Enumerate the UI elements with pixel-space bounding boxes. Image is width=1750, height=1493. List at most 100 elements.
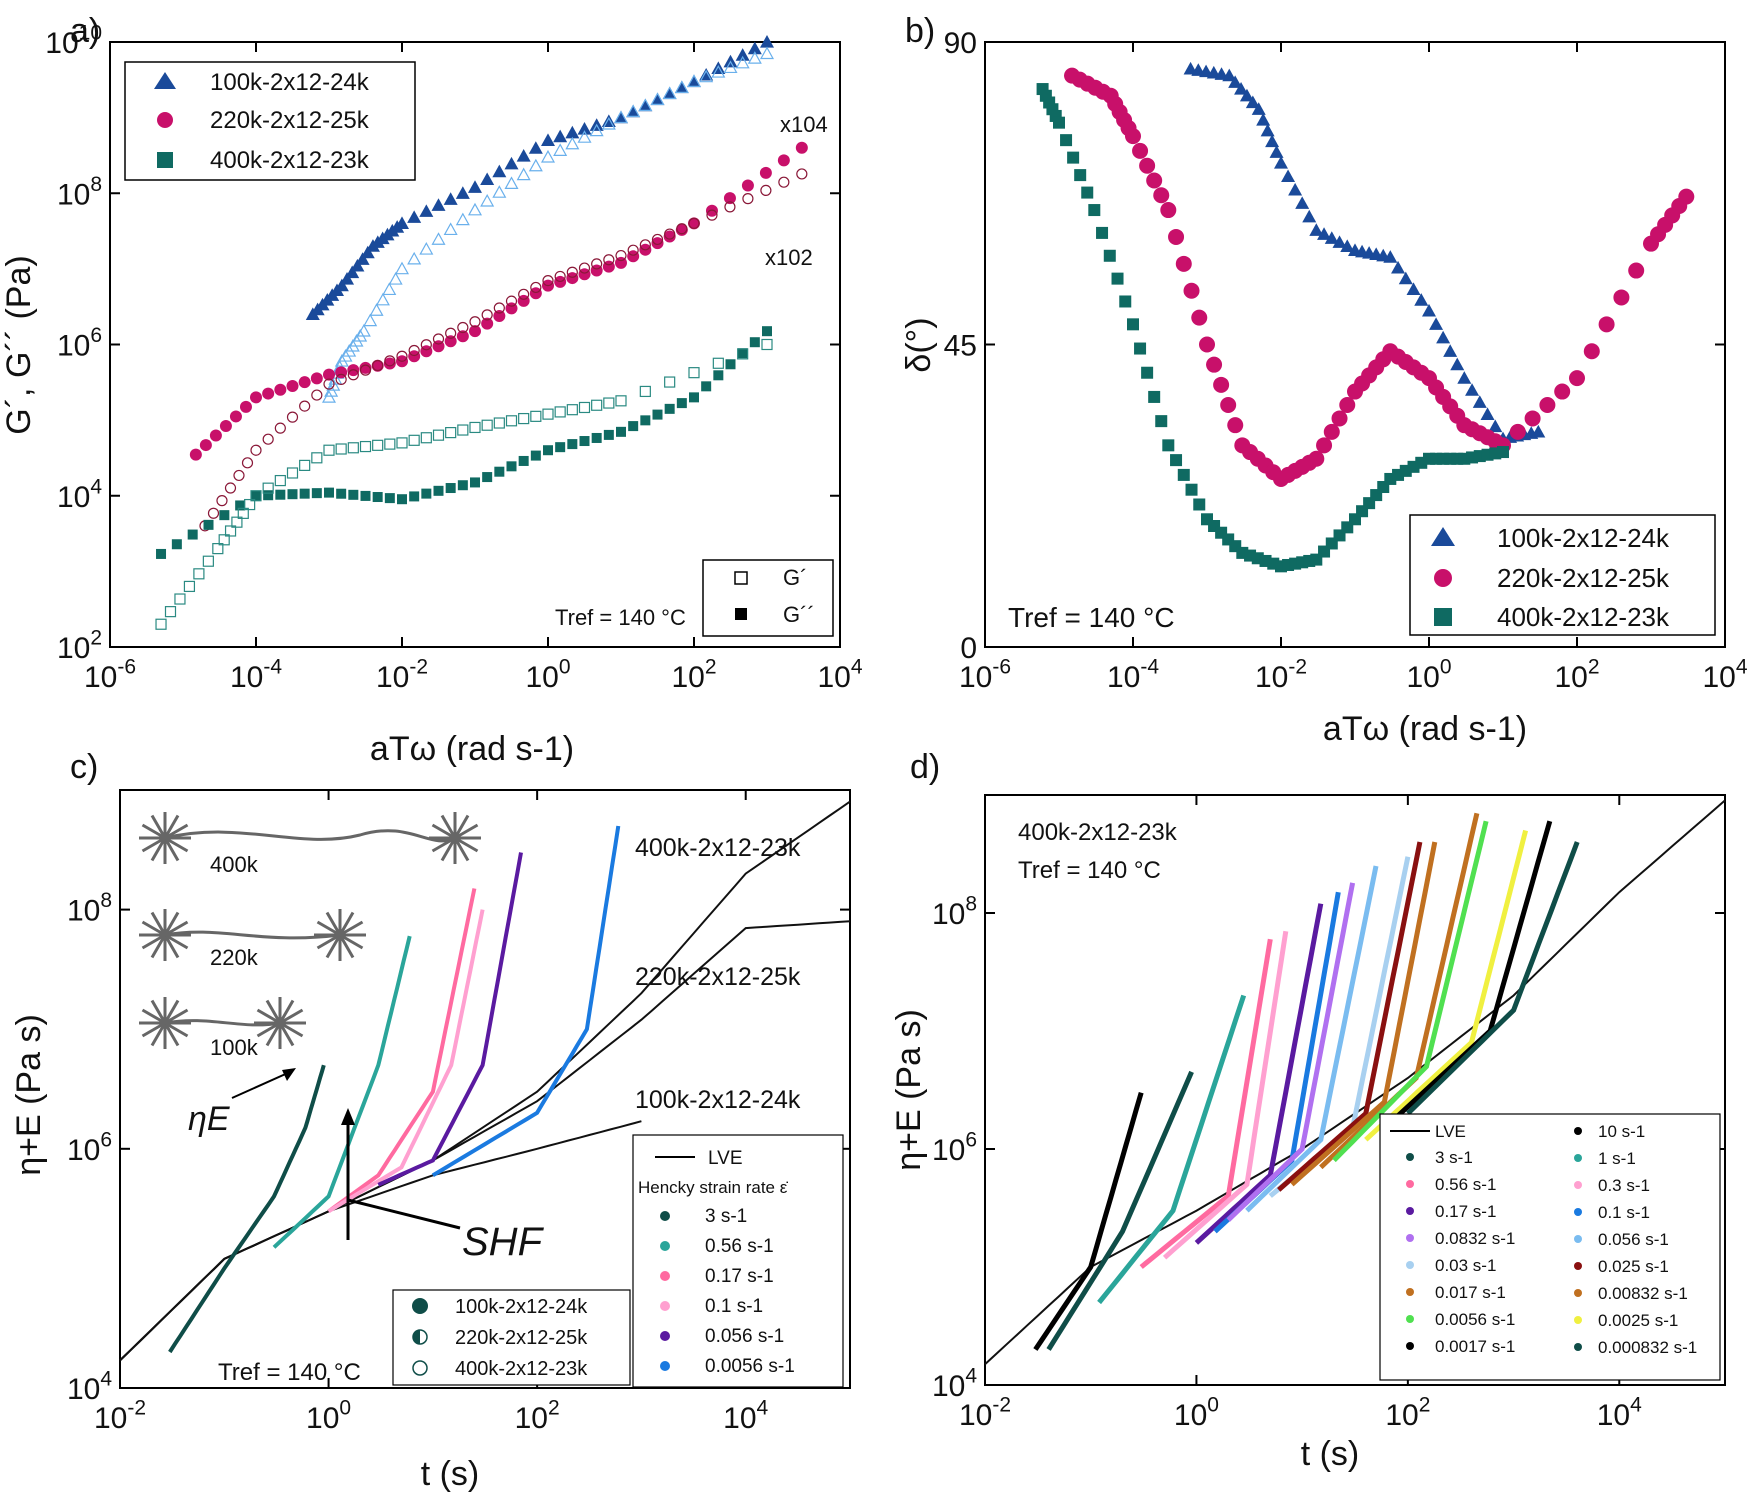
data-point	[334, 278, 349, 292]
star-arm	[141, 1008, 166, 1025]
data-point	[299, 488, 310, 499]
data-point	[299, 459, 311, 471]
data-point	[712, 357, 724, 369]
data-point	[1628, 262, 1645, 279]
legend-entry: 0.17 s-1	[1435, 1202, 1496, 1221]
data-point	[542, 274, 554, 287]
legend-marker	[1574, 1208, 1582, 1216]
data-point	[237, 507, 249, 519]
legend-marker	[1574, 1343, 1582, 1351]
data-point	[518, 455, 529, 466]
legend-marker-100k	[1431, 527, 1455, 546]
data-point	[287, 489, 298, 500]
legend-lve: LVE	[1435, 1122, 1466, 1141]
star-arm	[265, 999, 282, 1024]
data-point	[1177, 468, 1190, 481]
legend-rate-marker	[660, 1271, 670, 1281]
data-point	[578, 262, 591, 274]
data-point	[1053, 116, 1065, 129]
data-point	[187, 529, 198, 540]
data-point	[749, 337, 760, 348]
data-point	[311, 452, 323, 464]
data-point	[1139, 157, 1156, 174]
panel-d-frame	[984, 794, 1726, 1386]
panel-label-b: b)	[905, 12, 935, 50]
data-point	[233, 469, 245, 482]
data-point	[1088, 204, 1101, 217]
panel-b-y-label: δ(°)	[900, 317, 938, 372]
data-point	[640, 415, 651, 426]
data-point	[235, 500, 246, 511]
panel-c-x-label: t (s)	[421, 1455, 480, 1493]
data-point	[431, 198, 446, 211]
data-point	[1436, 330, 1451, 344]
panel-c-x-ticks: 10-2 100 102 104	[94, 790, 769, 1435]
data-point	[1509, 423, 1526, 440]
star-arm	[256, 1021, 281, 1038]
panel-c-data	[119, 800, 851, 1362]
star-arm	[453, 837, 470, 862]
series-line	[1226, 882, 1356, 1222]
panel-b-data	[1036, 61, 1695, 573]
data-point	[1251, 102, 1266, 115]
data-point	[554, 406, 566, 418]
data-point	[369, 303, 384, 316]
legend-marker	[1574, 1154, 1582, 1162]
legend-lve: LVE	[708, 1148, 743, 1169]
data-point	[311, 488, 322, 499]
star-arm	[164, 836, 189, 853]
data-point	[286, 467, 299, 479]
y-tick-label: 108	[57, 173, 102, 212]
legend-rate: 0.0056 s-1	[705, 1356, 795, 1377]
data-point	[335, 373, 347, 386]
data-point	[286, 379, 299, 392]
data-point	[603, 429, 614, 440]
data-point	[340, 272, 355, 285]
star-arm	[150, 911, 167, 936]
data-point	[530, 450, 541, 461]
x-tick-label: 10-6	[959, 656, 1011, 695]
data-point	[688, 367, 700, 379]
star-arm	[279, 1021, 304, 1038]
star-arm	[163, 934, 180, 959]
data-point	[705, 204, 718, 217]
star-arm	[164, 823, 189, 840]
legend-entry: 0.000832 s-1	[1598, 1338, 1697, 1357]
data-point	[347, 369, 359, 381]
data-point	[674, 80, 689, 93]
data-point	[262, 387, 275, 400]
data-point	[244, 498, 256, 511]
data-point	[1148, 390, 1161, 403]
data-point	[759, 166, 772, 179]
series-line	[1097, 994, 1247, 1305]
data-point	[713, 370, 724, 381]
data-point	[1324, 231, 1339, 244]
data-point	[516, 149, 531, 162]
x-tick-label: 10-2	[1255, 656, 1307, 695]
panel-b-y-ticks: 0 45 90	[944, 27, 1725, 665]
data-point	[1132, 142, 1149, 159]
data-point	[723, 192, 736, 205]
data-point	[494, 466, 505, 477]
data-point	[275, 489, 286, 500]
x-tick-label: 102	[671, 656, 716, 695]
data-point	[457, 480, 468, 491]
data-point	[480, 193, 495, 207]
data-point	[1111, 272, 1124, 285]
data-point	[397, 494, 407, 505]
data-point	[1488, 419, 1503, 433]
data-point	[224, 482, 237, 494]
data-point	[1331, 410, 1348, 427]
data-point	[359, 440, 372, 453]
data-point	[492, 164, 507, 178]
series-line	[1406, 841, 1580, 1116]
data-point	[591, 399, 603, 411]
data-point	[528, 158, 543, 172]
data-point	[394, 261, 410, 275]
data-point	[664, 376, 676, 388]
data-point	[298, 376, 311, 389]
panel-label-c: c)	[70, 748, 98, 786]
data-point	[359, 364, 372, 376]
panel-b-x-label: aTω (rad s-1)	[1323, 710, 1527, 748]
data-point	[311, 389, 323, 401]
